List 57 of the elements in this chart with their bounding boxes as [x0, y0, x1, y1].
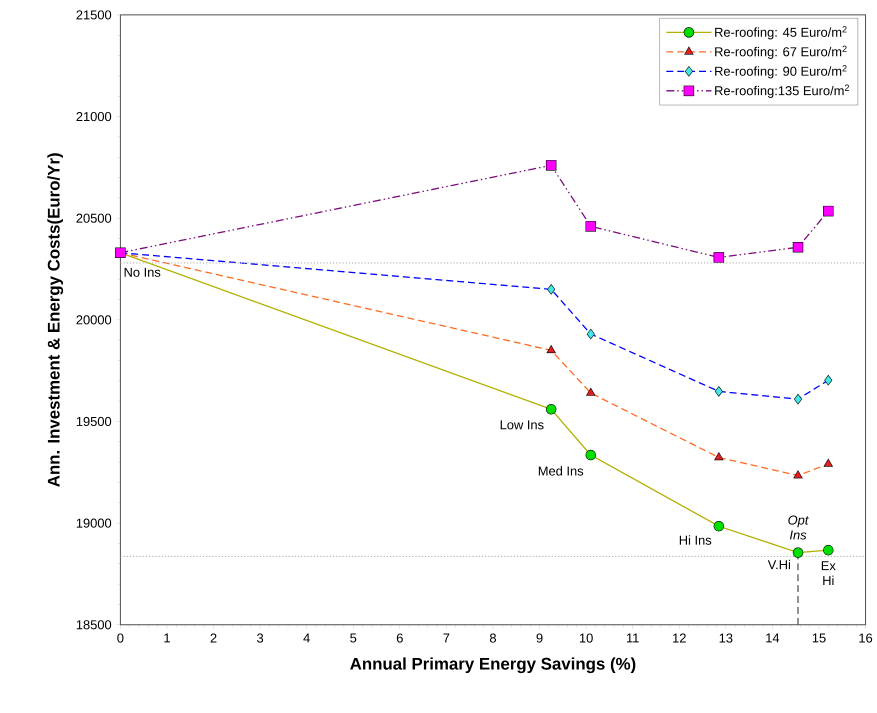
point: [792, 242, 804, 252]
annotation: Ex Hi: [822, 561, 836, 585]
point: [824, 458, 833, 467]
y-tick-label: 20000: [76, 315, 112, 324]
x-tick-label: 11: [626, 633, 639, 642]
legend-label: Re-roofing: 45 Euro/m$^{2}$: [715, 26, 847, 40]
legend-label: Re-roofing: 67 Euro/m$^{2}$: [715, 45, 847, 59]
point: [793, 470, 803, 478]
point: [823, 206, 834, 216]
x-tick-label: 3: [257, 633, 264, 642]
x-tick-label: 0: [117, 633, 124, 642]
point: [586, 220, 596, 232]
legend-label: Re-roofing: 90 Euro/m$^{2}$: [715, 64, 847, 78]
point: [586, 328, 595, 340]
y-tick-label: 20500: [76, 213, 112, 223]
point: [547, 284, 556, 294]
point: [714, 386, 723, 396]
point: [794, 394, 802, 404]
annotation: V.Hi: [768, 560, 790, 569]
y-tick-label: 18500: [76, 620, 112, 630]
point: [824, 374, 832, 386]
y-axis-title: Ann. Investment & Energy Costs(Euro/Yr): [47, 153, 64, 487]
annotation: Low Ins: [500, 420, 544, 430]
point: [823, 544, 834, 556]
point: [546, 160, 556, 170]
point: [714, 252, 724, 263]
x-tick-label: 6: [396, 633, 403, 642]
point: [586, 450, 596, 460]
annotation: Opt Ins: [788, 515, 809, 540]
x-tick-label: 10: [580, 633, 593, 642]
y-tick-label: 19500: [76, 416, 112, 426]
x-tick-label: 16: [859, 633, 872, 642]
x-axis-title: Annual Primary Energy Savings (%): [350, 657, 636, 673]
point: [714, 452, 724, 460]
x-tick-label: 9: [536, 633, 543, 642]
point: [586, 388, 596, 396]
x-tick-label: 8: [490, 633, 496, 642]
x-tick-label: 7: [443, 633, 450, 642]
point: [792, 547, 804, 558]
x-tick-label: 1: [164, 633, 170, 642]
point: [714, 520, 724, 532]
legend-label: Re-roofing:135 Euro/m$^{2}$: [715, 84, 850, 98]
x-tick-label: 5: [350, 633, 356, 642]
annotation: No Ins: [124, 268, 160, 277]
x-tick-label: 13: [720, 633, 732, 642]
x-tick-label: 4: [303, 633, 310, 642]
x-tick-label: 2: [210, 633, 216, 642]
x-tick-label: 12: [673, 633, 686, 642]
point: [546, 404, 556, 414]
annotation: Hi Ins: [680, 535, 712, 545]
y-tick-label: 19000: [76, 518, 112, 528]
annotation: Med Ins: [538, 466, 584, 476]
x-tick-label: 15: [812, 633, 826, 642]
point: [546, 344, 556, 353]
x-tick-label: 14: [766, 633, 780, 642]
y-tick-label: 21500: [76, 10, 112, 20]
y-tick-label: 21000: [76, 112, 112, 121]
